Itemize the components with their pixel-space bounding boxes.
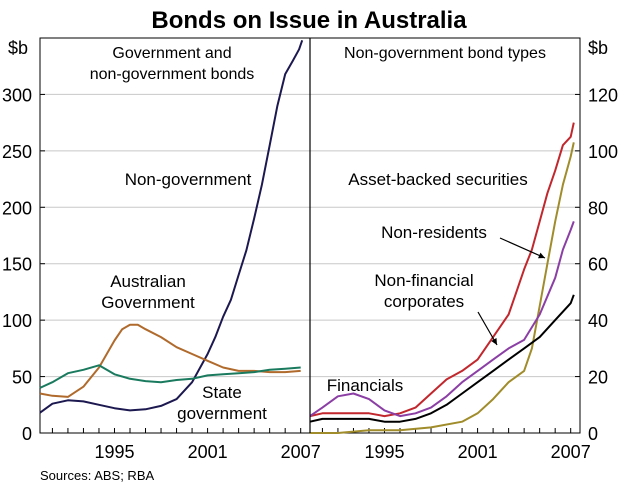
y-unit-label: $b [8,38,28,58]
series-label-non-financial-corporates: Non-financial [374,271,473,290]
series-label-non-residents: Non-residents [381,223,487,242]
series-line-financials [309,221,575,418]
x-tick-label: 1995 [94,442,134,462]
series-label-state-government: State [202,383,242,402]
x-tick-label: 2007 [281,442,321,462]
x-tick-label: 2001 [188,442,228,462]
y-tick-label: 100 [2,311,32,331]
series-line-state-government [39,364,301,389]
series-label-asset-backed-securities: Asset-backed securities [348,170,528,189]
y-tick-label: 150 [2,255,32,275]
x-tick-label: 2001 [458,442,498,462]
panel-1: 0 50 100 150 200 250 300 $b 1995 2001 2007 Governme… [2,38,321,462]
y-tick-label: 60 [588,255,608,275]
series-line-non-financial-corporates [309,294,575,423]
label-pointer [477,311,498,346]
series-line-australian-government [39,323,301,398]
series-label-state-government: government [177,404,267,423]
panel-2: 0 20 40 60 80 100 120 $b 1995 2001 2007 Non-governm… [309,38,618,462]
x-tick-label: 2007 [551,442,591,462]
series-label-financials: Financials [327,376,404,395]
label-pointer [499,237,546,259]
series-line-asset-backed-securities [309,122,575,418]
y-tick-label: 200 [2,198,32,218]
source-note: Sources: ABS; RBA [40,468,154,483]
y-tick-label: 0 [22,424,32,444]
y-tick-label: 100 [588,142,618,162]
y-tick-label: 50 [12,368,32,388]
chart-title: Bonds on Issue in Australia [151,7,467,34]
y-tick-label: 250 [2,142,32,162]
y-unit-label: $b [588,38,608,58]
y-tick-label: 120 [588,85,618,105]
series-line-non-residents [310,142,575,434]
series-label-non-government: Non-government [125,170,252,189]
panel-subtitle: Non-government bond types [344,45,546,62]
y-tick-label: 0 [588,424,598,444]
series-label-australian-government: Government [101,293,195,312]
series-label-australian-government: Australian [110,272,186,291]
series-label-non-financial-corporates: corporates [384,292,464,311]
panel-subtitle: non-government bonds [90,66,255,83]
y-tick-label: 80 [588,198,608,218]
label-pointer-arrow [491,338,497,345]
label-pointer-arrow [538,252,545,259]
x-tick-label: 1995 [364,442,404,462]
y-tick-label: 40 [588,311,608,331]
panel-subtitle: Government and [112,45,231,62]
series-line-non-government [39,39,304,414]
y-tick-label: 300 [2,85,32,105]
y-tick-label: 20 [588,368,608,388]
